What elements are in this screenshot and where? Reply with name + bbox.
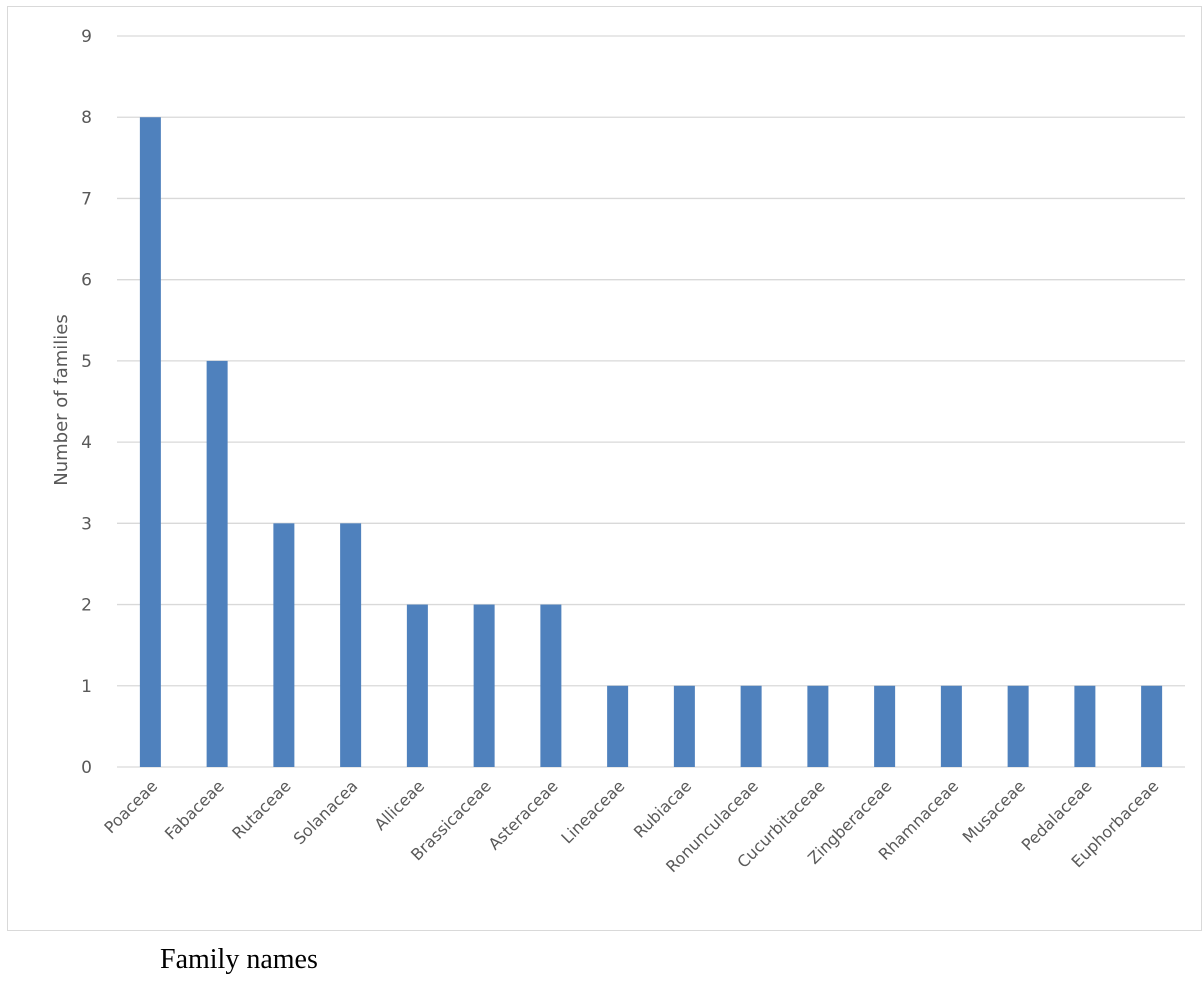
x-tick-label: Poaceae xyxy=(100,776,161,837)
x-tick-label: Alliceae xyxy=(371,776,429,834)
y-tick-label: 9 xyxy=(81,27,92,47)
bar xyxy=(273,523,295,767)
x-tick-label: Fabaceae xyxy=(161,776,228,843)
bar xyxy=(874,685,896,767)
y-tick-label: 4 xyxy=(81,433,92,453)
x-tick-label: Rutaceae xyxy=(228,776,294,842)
bar xyxy=(206,360,228,767)
x-tick-label: Asteraceae xyxy=(485,776,562,853)
bar xyxy=(1007,685,1029,767)
bar xyxy=(406,604,428,767)
bar xyxy=(1074,685,1096,767)
bar xyxy=(340,523,362,767)
y-tick-label: 3 xyxy=(81,514,92,534)
bar xyxy=(740,685,762,767)
chart-frame xyxy=(7,6,1202,931)
bar xyxy=(139,117,161,767)
bar xyxy=(940,685,962,767)
y-tick-label: 7 xyxy=(81,189,92,209)
x-tick-label: Lineaceae xyxy=(557,776,628,847)
y-axis-title: Number of families xyxy=(51,314,72,485)
y-tick-label: 8 xyxy=(81,108,92,128)
x-axis-title: Family names xyxy=(160,944,318,975)
bar xyxy=(607,685,629,767)
x-tick-label: Solanacea xyxy=(290,776,362,848)
y-tick-label: 6 xyxy=(81,271,92,291)
bar xyxy=(473,604,495,767)
y-tick-label: 0 xyxy=(81,758,92,778)
y-tick-label: 1 xyxy=(81,677,92,697)
x-tick-label: Musaceae xyxy=(959,776,1029,846)
y-tick-label: 5 xyxy=(81,352,92,372)
bar xyxy=(807,685,829,767)
bar xyxy=(540,604,562,767)
x-tick-label: Rubiacae xyxy=(630,776,695,841)
bar xyxy=(1141,685,1163,767)
y-tick-label: 2 xyxy=(81,596,92,616)
bar xyxy=(673,685,695,767)
